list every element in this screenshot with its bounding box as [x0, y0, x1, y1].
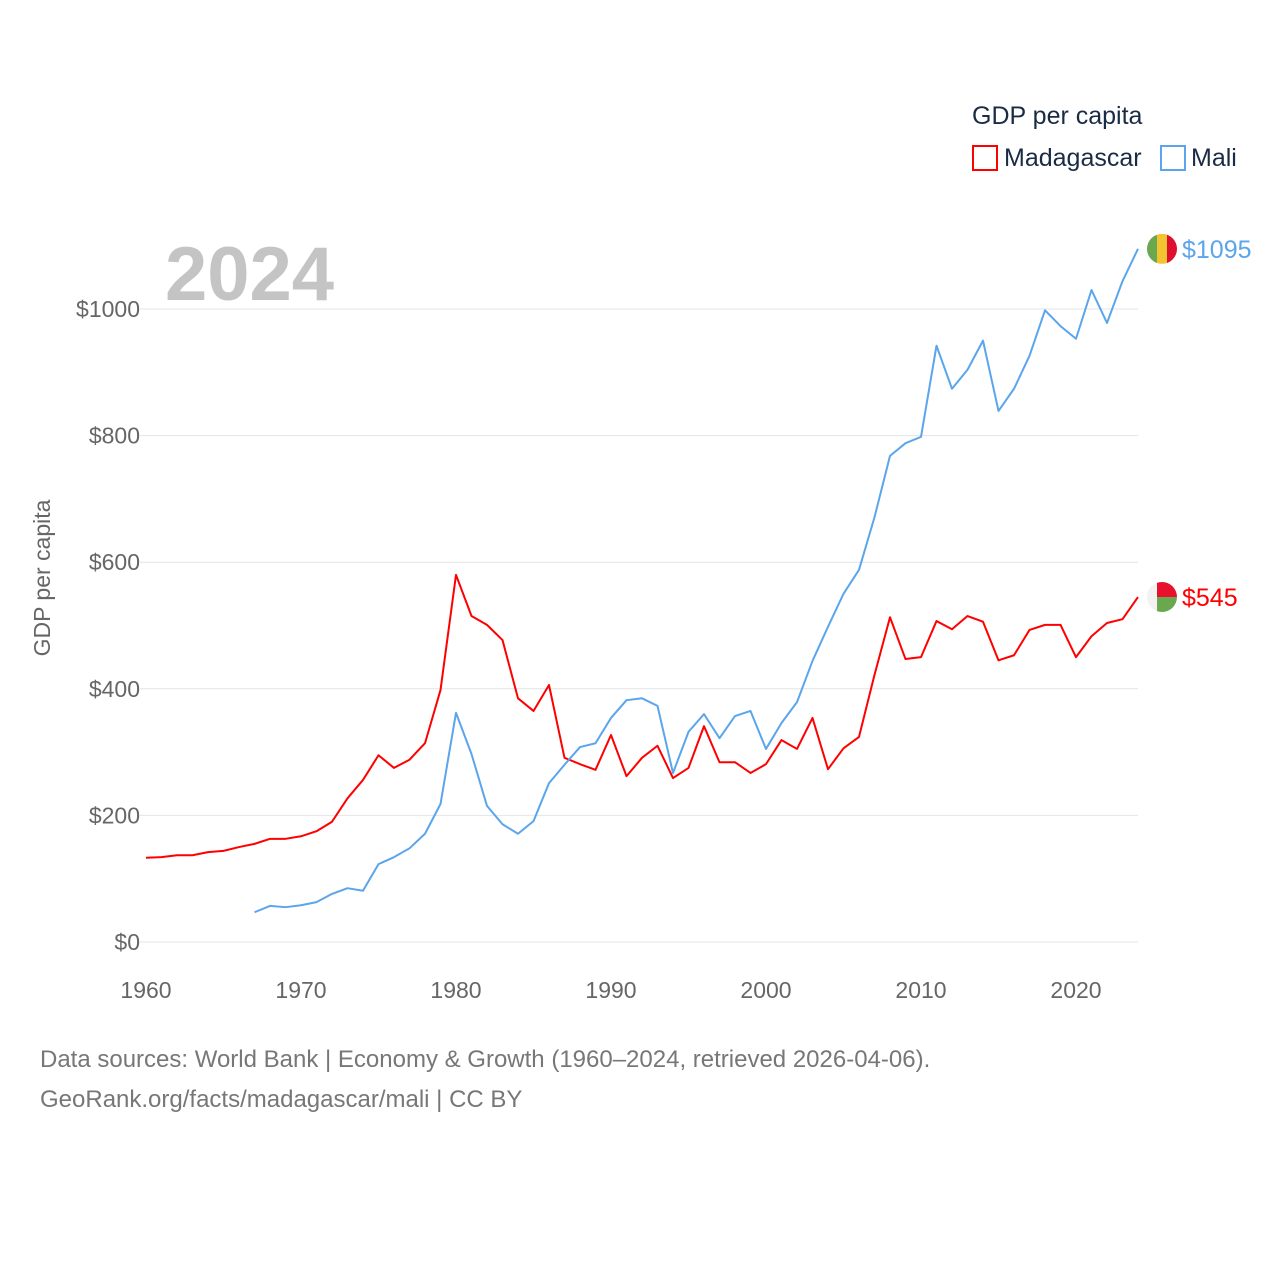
flag-stripe	[1167, 233, 1177, 264]
x-tick-label: 1980	[430, 977, 481, 1003]
flag-icon-mali	[1147, 233, 1177, 264]
legend-swatch-mali	[1160, 145, 1186, 171]
x-tick-label: 2000	[740, 977, 791, 1003]
x-tick-label: 1990	[585, 977, 636, 1003]
y-tick-label: $200	[89, 802, 140, 828]
flag-stripe	[1147, 233, 1157, 264]
y-tick-label: $1000	[76, 296, 140, 322]
y-tick-label: $0	[114, 929, 140, 955]
legend-title: GDP per capita	[972, 102, 1143, 130]
x-tick-label: 2020	[1050, 977, 1101, 1003]
y-tick-label: $600	[89, 549, 140, 575]
flag-stripe	[1157, 233, 1167, 264]
legend-label-madagascar[interactable]: Madagascar	[1004, 144, 1142, 172]
x-tick-label: 1960	[120, 977, 171, 1003]
flag-shapes	[1147, 582, 1177, 613]
y-tick-label: $400	[89, 676, 140, 702]
y-tick-label: $800	[89, 423, 140, 449]
end-value-label-mali: $1095	[1182, 236, 1252, 264]
flag-shapes	[1147, 233, 1177, 264]
flag-icon-madagascar	[1147, 582, 1177, 613]
y-axis-label: GDP per capita	[29, 499, 55, 656]
legend-label-mali[interactable]: Mali	[1191, 144, 1237, 172]
x-tick-label: 1970	[275, 977, 326, 1003]
year-label: 2024	[165, 232, 334, 317]
footer-sources: Data sources: World Bank | Economy & Gro…	[40, 1046, 931, 1073]
x-tick-label: 2010	[895, 977, 946, 1003]
end-value-label-madagascar: $545	[1182, 584, 1238, 612]
series-line-madagascar	[145, 573, 1139, 859]
series-line-mali	[254, 248, 1139, 914]
footer-link[interactable]: GeoRank.org/facts/madagascar/mali | CC B…	[40, 1086, 523, 1113]
flag-stripe	[1157, 582, 1177, 598]
legend-swatch-madagascar	[972, 145, 998, 171]
flag-stripe	[1147, 582, 1157, 613]
flag-stripe	[1157, 597, 1177, 613]
